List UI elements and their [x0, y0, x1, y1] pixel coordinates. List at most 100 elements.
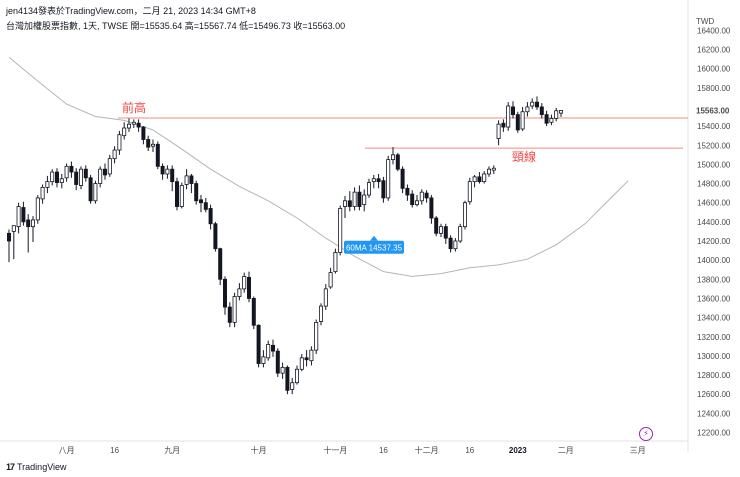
candle-body-up: [472, 176, 477, 183]
candle-body-up: [165, 168, 170, 175]
x-tick-label: 16: [110, 446, 119, 455]
candle-body-up: [45, 181, 50, 188]
candle-body-down: [218, 248, 223, 280]
candle-body-down: [222, 278, 227, 308]
candle-body-down: [376, 178, 381, 183]
candle-body-down: [501, 122, 506, 128]
candle-body-down: [515, 114, 520, 131]
lightning-icon[interactable]: ⚡: [639, 427, 653, 441]
candle-body-up: [386, 159, 391, 199]
candle-body-down: [544, 114, 549, 124]
candle-body-down: [400, 168, 405, 189]
candle-body-down: [424, 192, 429, 199]
candle-body-up: [11, 225, 16, 232]
y-tick-label: 13200.00: [697, 333, 731, 342]
y-tick-label: 15000.00: [697, 160, 731, 169]
candle-body-down: [246, 276, 251, 299]
candle-body-up: [107, 158, 112, 175]
x-tick-label: 十一月: [323, 445, 347, 455]
candle-body-up: [549, 118, 554, 123]
candle-body-up: [458, 226, 463, 242]
candle-body-up: [64, 165, 69, 179]
y-tick-label: 13400.00: [697, 314, 731, 323]
candle-body-down: [213, 223, 218, 250]
y-tick-label: 12400.00: [697, 409, 731, 418]
candle-body-down: [381, 180, 386, 199]
candle-body-down: [270, 344, 275, 352]
candle-body-up: [438, 226, 443, 234]
candle-body-up: [98, 168, 103, 184]
tradingview-mark-icon: 17: [6, 462, 15, 472]
candle-body-up: [482, 173, 487, 183]
candle-body-up: [290, 382, 295, 390]
candle-body-down: [203, 202, 208, 210]
candle-body-down: [189, 175, 194, 184]
ma-callout-box: [344, 240, 404, 254]
candle-body-down: [434, 217, 439, 234]
candle-body-up: [242, 276, 247, 290]
candle-body-up: [323, 288, 328, 307]
y-tick-label: 16000.00: [697, 65, 731, 74]
candle-body-down: [88, 177, 93, 202]
x-tick-label: 十二月: [415, 445, 439, 455]
candle-body-down: [443, 226, 448, 239]
y-tick-label: 13600.00: [697, 294, 731, 303]
candle-body-up: [554, 110, 559, 119]
candle-body-up: [112, 149, 117, 160]
candle-body-down: [539, 106, 544, 116]
candle-body-up: [496, 123, 501, 139]
candle-body-down: [275, 350, 280, 374]
candle-body-up: [352, 191, 357, 207]
y-tick-label: 12600.00: [697, 390, 731, 399]
y-tick-label: 15400.00: [697, 122, 731, 131]
candle-body-up: [362, 194, 367, 206]
candle-body-up: [462, 202, 467, 228]
chart-publisher-line: jen4134發表於TradingView.com，二月 21, 2023 14…: [6, 6, 256, 16]
candle-body-up: [266, 344, 271, 359]
candle-body-up: [318, 305, 323, 322]
last-price-tag: [689, 104, 737, 117]
candle-body-up: [40, 186, 45, 200]
tradingview-brand-label: TradingView: [17, 462, 67, 472]
candle-body-down: [535, 101, 540, 108]
candle-body-down: [74, 171, 79, 185]
candle-body-up: [261, 356, 266, 364]
candle-body-down: [69, 165, 74, 173]
candle-body-down: [357, 191, 362, 207]
candle-body-up: [491, 167, 496, 171]
ma-callout-pointer: [370, 235, 378, 241]
candle-body-up: [50, 171, 55, 183]
candle-body-down: [477, 176, 482, 183]
candle-body-down: [155, 143, 160, 167]
candle-body-up: [414, 200, 419, 206]
x-tick-label: 九月: [164, 446, 180, 455]
candle-body-down: [170, 168, 175, 183]
ma-60-line: [8, 56, 629, 277]
x-tick-label: 16: [379, 446, 388, 455]
y-tick-label: 14400.00: [697, 218, 731, 227]
candle-body-down: [160, 165, 165, 175]
y-tick-label: 16200.00: [697, 46, 731, 55]
candle-body-up: [294, 368, 299, 384]
candle-body-down: [194, 183, 199, 202]
resistance-label-2: 頸線: [512, 149, 536, 164]
candle-body-down: [304, 357, 309, 361]
candle-body-up: [127, 123, 132, 129]
candle-body-up: [122, 127, 127, 137]
candle-body-down: [208, 208, 213, 225]
candle-body-up: [338, 208, 343, 253]
y-tick-label: 15200.00: [697, 141, 731, 150]
candle-body-down: [103, 168, 108, 176]
candle-body-down: [136, 122, 141, 128]
candle-body-down: [405, 187, 410, 196]
candle-body-up: [131, 121, 136, 125]
y-tick-label: 14800.00: [697, 180, 731, 189]
y-tick-label: 12800.00: [697, 371, 731, 380]
candle-body-down: [198, 199, 203, 204]
candle-body-up: [525, 106, 530, 113]
candle-body-down: [83, 168, 88, 179]
candle-body-up: [333, 252, 338, 273]
tradingview-logo[interactable]: 17 TradingView: [6, 462, 67, 472]
candle-body-up: [93, 183, 98, 202]
